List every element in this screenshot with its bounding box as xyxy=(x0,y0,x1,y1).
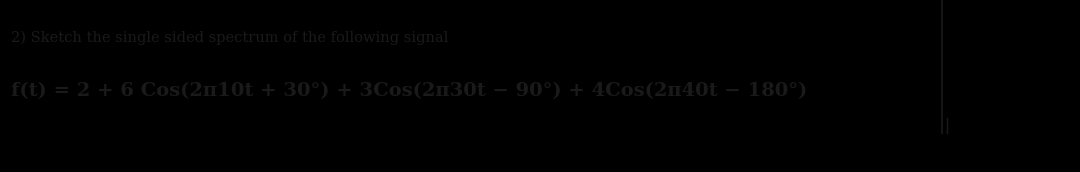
Text: f(t) = 2 + 6 Cos(2π10t + 30°) + 3Cos(2π30t − 90°) + 4Cos(2π40t − 180°): f(t) = 2 + 6 Cos(2π10t + 30°) + 3Cos(2π3… xyxy=(12,82,808,100)
Text: 2) Sketch the single sided spectrum of the following signal: 2) Sketch the single sided spectrum of t… xyxy=(12,30,449,45)
